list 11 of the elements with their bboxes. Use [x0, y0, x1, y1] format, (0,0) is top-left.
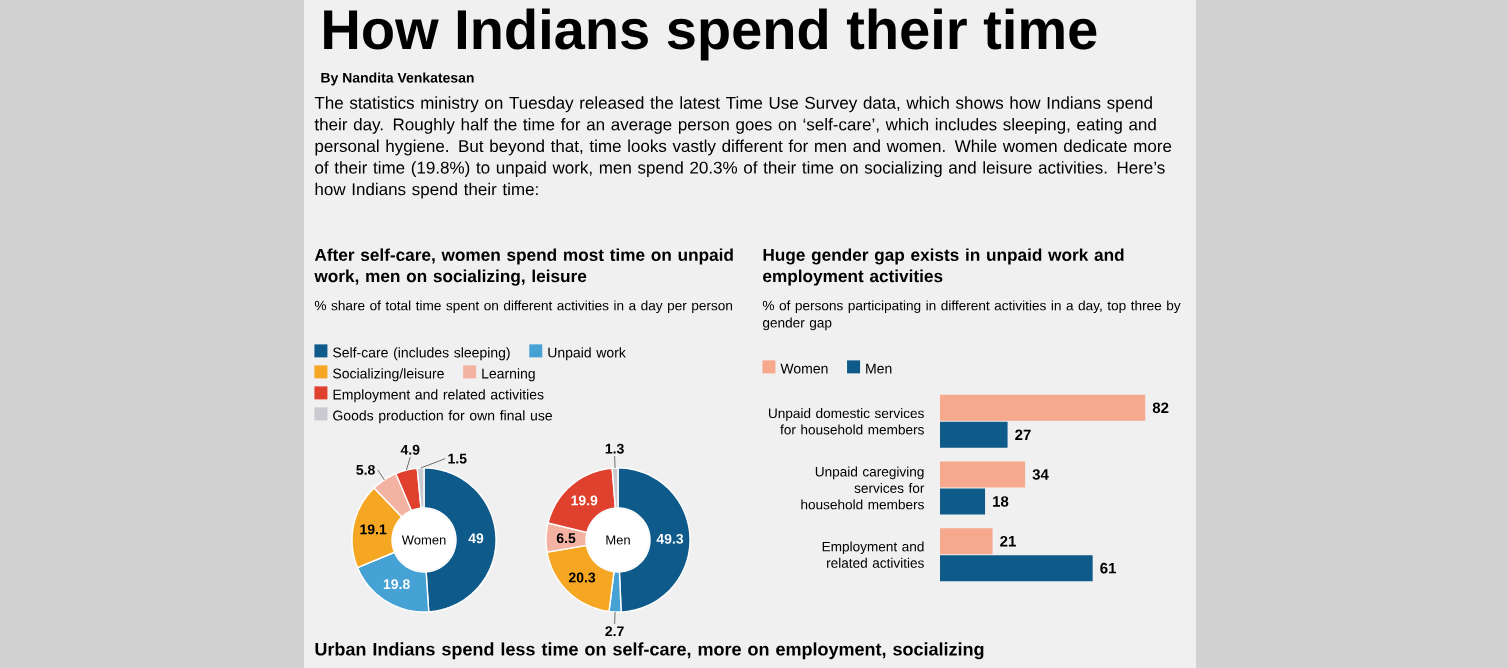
bar — [940, 461, 1026, 488]
bar — [940, 394, 1146, 421]
bar — [940, 528, 993, 555]
chart-title: After self-care, women spend most time on unpaid work, men on socializing, leisure — [314, 248, 733, 286]
bar — [940, 488, 986, 515]
chart-title: Huge gender gap exists in unpaid work and employment activities — [763, 248, 1124, 286]
text: Urban Indians spend less time on self-care, more on employment, socializing — [315, 642, 984, 660]
bar — [940, 555, 1093, 582]
bar — [940, 421, 1008, 448]
text: The statistics ministry on Tuesday released the latest Time Use Survey data, which shows how Indians spend their day. Roughly half the time for an average person goes on ‘self-care’, which includes sleeping, eating and personal hygiene. But beyond that, time looks vastly different for men and women. While women dedicate more of their time (19.8%) to unpaid work, men spend 20.3% of their time on socializing and leisure activities. Here’s how Indians spend their time: — [314, 96, 1172, 199]
text: How Indians spend their time — [324, 8, 1097, 61]
